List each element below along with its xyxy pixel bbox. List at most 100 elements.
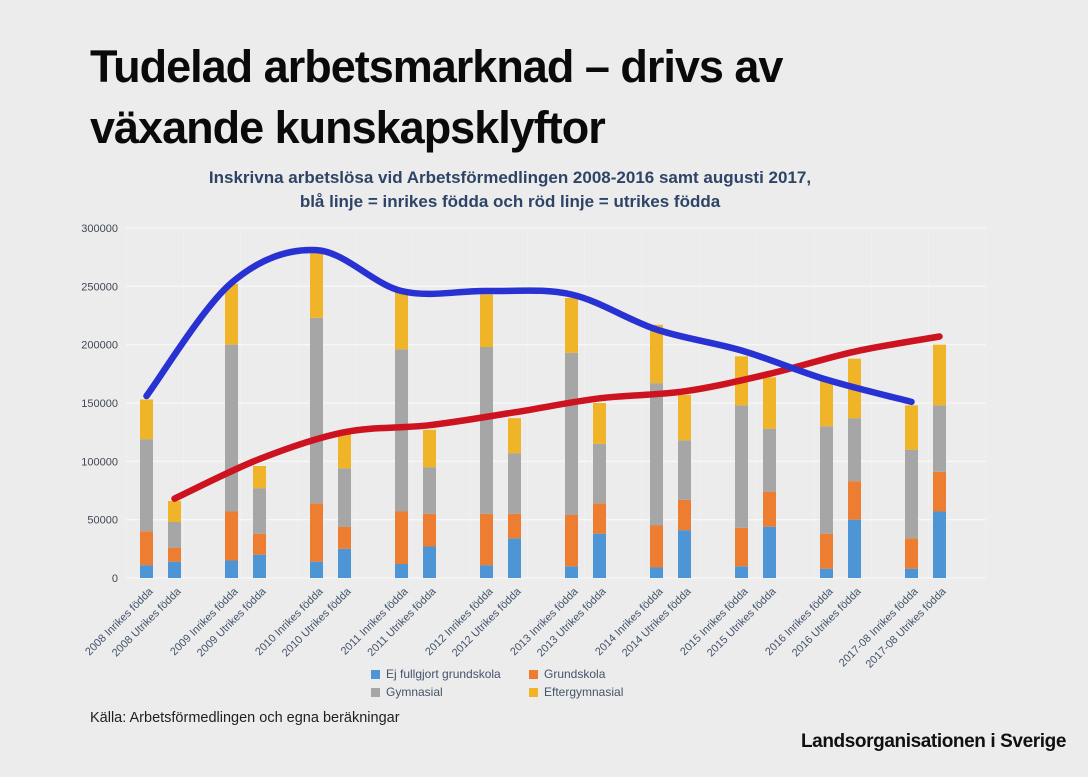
- bar-segment: [820, 379, 833, 427]
- bar-segment: [933, 471, 946, 512]
- y-tick-label: 100000: [81, 456, 118, 468]
- bar-segment: [423, 513, 436, 547]
- bar-segment: [253, 466, 266, 489]
- bar-segment: [253, 533, 266, 555]
- stacked-bars: [140, 251, 946, 578]
- bar-segment: [593, 443, 606, 504]
- bar-segment: [763, 428, 776, 492]
- bar-segment: [168, 522, 181, 548]
- bar-segment: [650, 567, 663, 578]
- bar-segment: [140, 531, 153, 566]
- legend-item: Gymnasial: [371, 685, 529, 699]
- bar-segment: [140, 399, 153, 440]
- y-axis-labels: 0 50000 100000 150000 200000 250000 300000: [81, 223, 118, 585]
- bar-segment: [338, 468, 351, 527]
- bar-segment: [650, 383, 663, 526]
- bar-segment: [480, 565, 493, 578]
- source-note: Källa: Arbetsförmedlingen och egna beräk…: [90, 710, 400, 726]
- bar-segment: [763, 377, 776, 429]
- y-tick-label: 150000: [81, 398, 118, 410]
- bar-segment: [678, 499, 691, 531]
- bar-segment: [905, 449, 918, 539]
- chart-title-line2: blå linje = inrikes födda och röd linje …: [299, 191, 721, 211]
- bar-segment: [933, 511, 946, 578]
- legend-swatch-orange-icon: [529, 669, 538, 679]
- y-tick-label: 200000: [81, 340, 118, 352]
- brand-logo-text: Landsorganisationen i Sverige: [800, 731, 1066, 752]
- chart-title: Inskrivna arbetslösa vid Arbetsförmedlin…: [60, 166, 960, 214]
- bar-segment: [820, 533, 833, 569]
- y-tick-label: 300000: [81, 223, 118, 235]
- bar-segment: [310, 251, 323, 318]
- bar-segment: [508, 538, 521, 578]
- legend-label: Eftergymnasial: [544, 685, 624, 699]
- bar-segment: [735, 527, 748, 567]
- legend-label: Gymnasial: [386, 685, 443, 699]
- bar-segment: [253, 488, 266, 534]
- bar-segment: [565, 515, 578, 567]
- legend-swatch-yellow-icon: [529, 687, 538, 697]
- bar-segment: [508, 513, 521, 539]
- bar-segment: [395, 292, 408, 350]
- bar-segment: [848, 418, 861, 482]
- line-utrikes-födda: [171, 333, 943, 502]
- bar-segment: [395, 511, 408, 564]
- bar-segment: [225, 284, 238, 345]
- bar-segment: [678, 530, 691, 578]
- bar-segment: [820, 568, 833, 578]
- chart-title-line1: Inskrivna arbetslösa vid Arbetsförmedlin…: [208, 168, 812, 187]
- bar-segment: [905, 405, 918, 450]
- bar-segment: [763, 526, 776, 578]
- y-tick-label: 0: [112, 573, 118, 585]
- bar-segment: [140, 439, 153, 532]
- bar-segment: [565, 298, 578, 353]
- bar-segment: [593, 533, 606, 578]
- bar-segment: [905, 538, 918, 569]
- bar-segment: [338, 526, 351, 549]
- bar-segment: [933, 344, 946, 406]
- legend-label: Grundskola: [544, 667, 606, 681]
- legend-swatch-gray-icon: [371, 687, 380, 697]
- bar-segment: [338, 548, 351, 578]
- bar-segment: [820, 426, 833, 534]
- bar-segment: [508, 453, 521, 514]
- chart-legend: Ej fullgjort grundskola Grundskola Gymna…: [371, 667, 623, 699]
- bar-segment: [678, 440, 691, 500]
- bar-segment: [480, 347, 493, 514]
- legend-item: Grundskola: [529, 667, 623, 681]
- legend-item: Eftergymnasial: [529, 685, 623, 699]
- gridlines: [125, 227, 987, 579]
- bar-segment: [593, 403, 606, 444]
- bar-segment: [225, 511, 238, 561]
- bar-segment: [168, 561, 181, 578]
- bar-segment: [310, 503, 323, 562]
- bar-segment: [225, 344, 238, 512]
- unemployment-combo-chart: 0 50000 100000 150000 200000 250000 300000 2008…: [81, 223, 987, 671]
- y-tick-label: 50000: [87, 515, 118, 527]
- bar-segment: [650, 324, 663, 384]
- bar-segment: [310, 561, 323, 578]
- bar-segment: [168, 501, 181, 522]
- bar-segment: [678, 394, 691, 441]
- bar-segment: [140, 565, 153, 578]
- bar-segment: [253, 554, 266, 578]
- legend-label: Ej fullgjort grundskola: [386, 667, 501, 681]
- bar-segment: [763, 491, 776, 527]
- bar-segment: [735, 566, 748, 578]
- bar-segment: [310, 317, 323, 504]
- bar-segment: [480, 294, 493, 347]
- bar-segment: [423, 429, 436, 468]
- bar-segment: [565, 352, 578, 515]
- bar-segment: [735, 405, 748, 528]
- bar-segment: [933, 405, 946, 472]
- bar-segment: [905, 568, 918, 578]
- page-title: Tudelad arbetsmarknad – drivs av växande…: [90, 41, 783, 154]
- line-inrikes-födda: [143, 246, 915, 406]
- bar-segment: [395, 564, 408, 578]
- bar-segment: [848, 481, 861, 520]
- legend-swatch-blue-icon: [371, 669, 380, 679]
- bar-segment: [423, 467, 436, 514]
- bar-segment: [848, 519, 861, 578]
